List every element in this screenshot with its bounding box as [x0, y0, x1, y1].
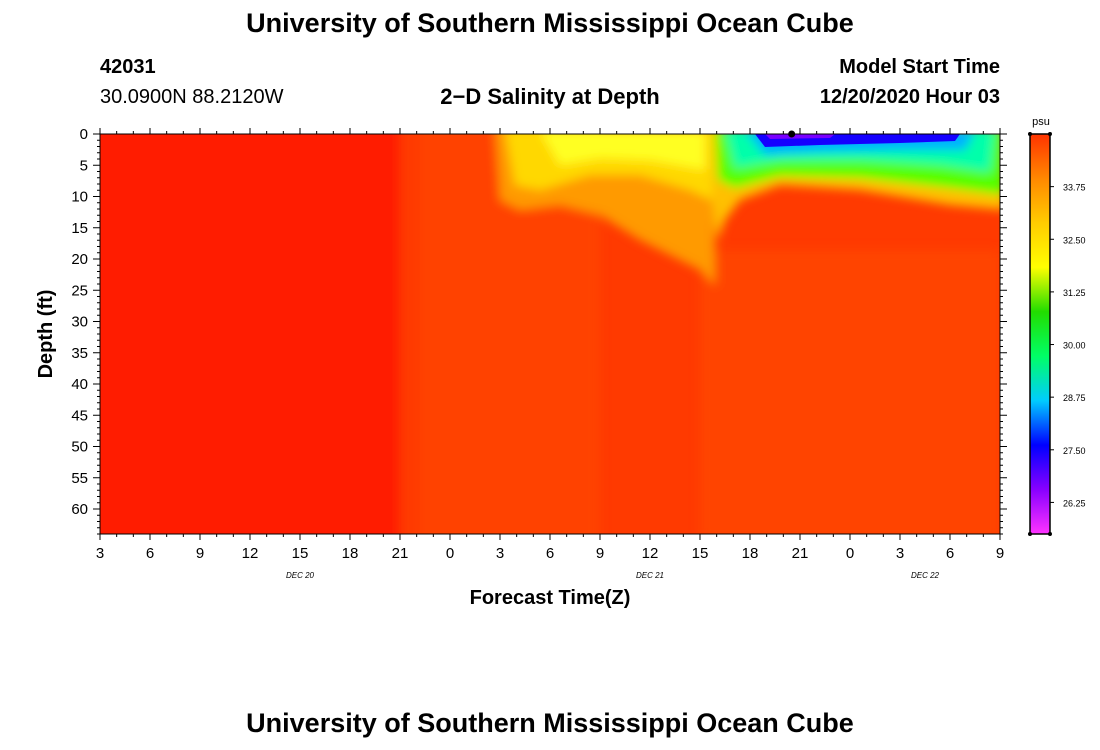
colorbar-corner-dot: [1028, 132, 1032, 136]
colorbar-tick-label: 28.75: [1063, 393, 1086, 403]
y-tick-label: 20: [71, 251, 88, 268]
x-tick-label: 3: [496, 545, 504, 562]
salinity-field: [100, 134, 1000, 534]
x-tick-label: 21: [392, 545, 409, 562]
colorbar: psu 33.75 32.50 31.25 30.00 28.75 27.50 26.25: [1028, 116, 1086, 536]
colorbar-tick-label: 32.50: [1063, 235, 1086, 245]
colorbar-corner-dot: [1048, 132, 1052, 136]
y-tick-label: 15: [71, 220, 88, 237]
x-tick-label: 0: [446, 545, 454, 562]
y-tick-label: 40: [71, 376, 88, 393]
date-label: DEC 22: [911, 571, 940, 580]
y-tick-label: 35: [71, 345, 88, 362]
colorbar-tick-label: 33.75: [1063, 183, 1086, 193]
date-label: DEC 20: [286, 571, 315, 580]
colorbar-tick-label: 26.25: [1063, 498, 1086, 508]
x-axis-label: Forecast Time(Z): [470, 587, 631, 609]
date-label: DEC 21: [636, 571, 664, 580]
minimum-marker: [788, 130, 796, 138]
colorbar-corner-dot: [1028, 532, 1032, 536]
colorbar-unit: psu: [1032, 116, 1050, 128]
x-tick-label: 0: [846, 545, 854, 562]
y-tick-label: 45: [71, 407, 88, 424]
x-tick-label: 3: [96, 545, 104, 562]
y-tick-label: 5: [80, 157, 88, 174]
y-tick-label: 10: [71, 189, 88, 206]
x-tick-label: 12: [242, 545, 259, 562]
colorbar-tick-label: 27.50: [1063, 446, 1086, 456]
x-tick-label: 21: [792, 545, 809, 562]
station-id: 42031: [100, 56, 156, 78]
y-tick-label: 55: [71, 470, 88, 487]
x-tick-label: 3: [896, 545, 904, 562]
x-tick-label: 6: [146, 545, 154, 562]
model-start-label: Model Start Time: [839, 56, 1000, 78]
x-tick-label: 15: [292, 545, 309, 562]
plot-title: 2−D Salinity at Depth: [440, 84, 660, 109]
date-labels: DEC 20 DEC 21 DEC 22: [286, 571, 940, 580]
page-title: University of Southern Mississippi Ocean…: [246, 8, 854, 38]
x-tick-label: 6: [546, 545, 554, 562]
station-coordinates: 30.0900N 88.2120W: [100, 86, 284, 108]
y-axis-label: Depth (ft): [35, 290, 57, 379]
colorbar-gradient: [1029, 133, 1051, 535]
y-tick-label: 50: [71, 439, 88, 456]
x-axis: 3 6 9 12 15 18 21 0 3 6 9 12 15 18 21 0 3 6 9: [96, 128, 1004, 562]
y-tick-label: 25: [71, 282, 88, 299]
colorbar-corner-dot: [1048, 532, 1052, 536]
colorbar-tick-label: 31.25: [1063, 288, 1086, 298]
model-start-value: 12/20/2020 Hour 03: [819, 86, 1000, 108]
x-tick-label: 9: [596, 545, 604, 562]
x-tick-label: 12: [642, 545, 659, 562]
field-high-salinity-core: [100, 134, 420, 534]
y-axis: 0 5 10 15 20 25 30 35 40 45 50 55 60: [71, 126, 1007, 535]
x-tick-label: 6: [946, 545, 954, 562]
x-tick-label: 9: [196, 545, 204, 562]
y-tick-label: 60: [71, 501, 88, 518]
x-tick-label: 9: [996, 545, 1004, 562]
x-tick-label: 18: [742, 545, 759, 562]
x-tick-label: 18: [342, 545, 359, 562]
field-purple-surface: [765, 134, 835, 139]
field-lower-right: [700, 250, 1000, 534]
x-tick-label: 15: [692, 545, 709, 562]
field-bright-yellow: [542, 134, 705, 170]
y-tick-label: 0: [80, 126, 88, 143]
footer-title: University of Southern Mississippi Ocean…: [246, 708, 854, 738]
colorbar-tick-label: 30.00: [1063, 341, 1086, 351]
y-tick-label: 30: [71, 314, 88, 331]
